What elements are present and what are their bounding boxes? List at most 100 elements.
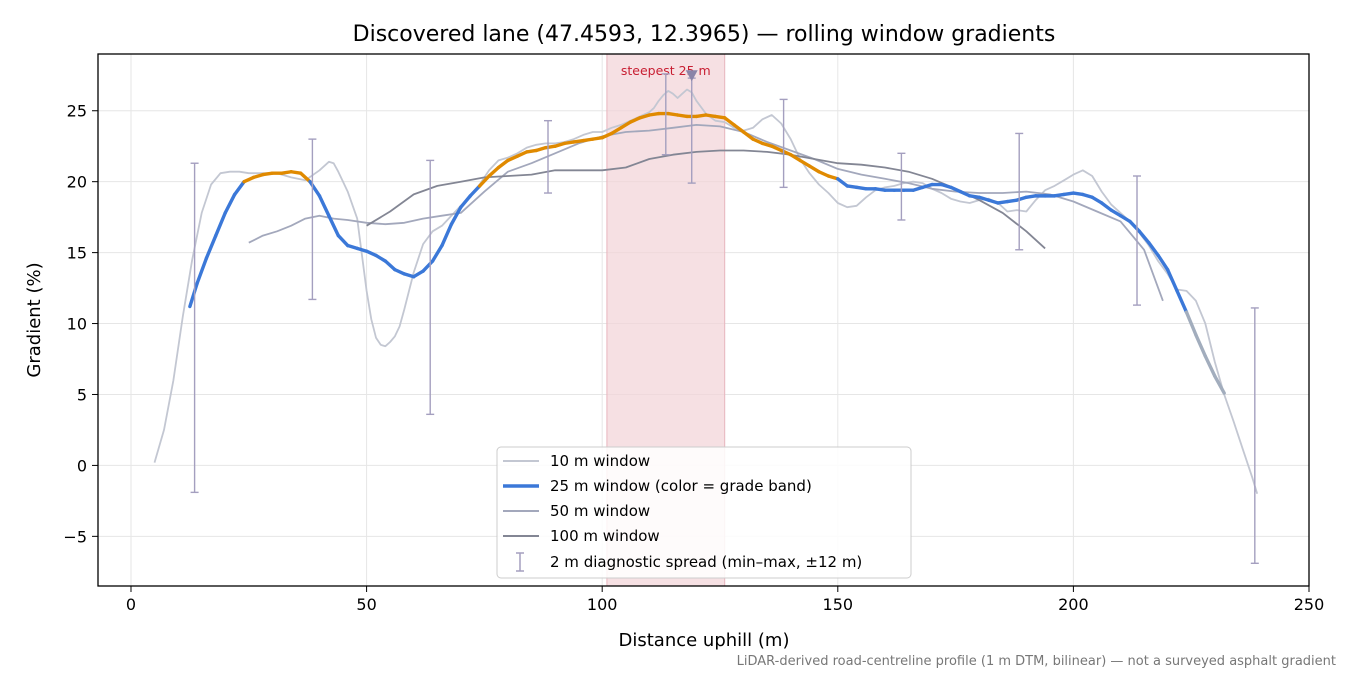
errorbar (426, 159, 435, 416)
series-segment-25m-window (1109, 208, 1123, 218)
x-tick-label: 150 (823, 595, 854, 614)
chart-title: Discovered lane (47.4593, 12.3965) — rol… (353, 22, 1056, 47)
y-tick-label: 20 (67, 173, 87, 192)
series-segment-25m-window (364, 249, 378, 258)
series-segment-25m-window (949, 185, 963, 194)
series-segment-25m-window (807, 164, 821, 174)
series-segment-25m-window (600, 131, 614, 140)
series-line-100m-window (366, 149, 1046, 250)
steepest-marker-layer (685, 70, 698, 82)
series-segment-25m-window (515, 150, 529, 158)
series-segment-25m-window (958, 189, 972, 198)
series-segment-25m-window (1090, 195, 1104, 205)
legend: 10 m window 25 m window (color = grade b… (496, 446, 912, 579)
legend-box (496, 446, 912, 579)
series-segment-25m-window (242, 175, 256, 184)
y-tick-label: 15 (67, 244, 87, 263)
x-tick-label: 200 (1058, 595, 1089, 614)
series-segment-25m-window (214, 211, 227, 238)
series-segment-25m-window (788, 153, 802, 163)
errorbar (190, 162, 199, 494)
series-segment-25m-window (609, 126, 623, 136)
series-segment-25m-window (383, 259, 397, 272)
series-segment-25m-window (1184, 310, 1198, 337)
y-tick-label: −5 (63, 527, 87, 546)
series-segment-25m-window (477, 174, 491, 188)
series-line-50m-window (248, 124, 1164, 302)
x-tick-label: 100 (587, 595, 618, 614)
series-segment-25m-window (506, 154, 520, 163)
series-segment-25m-window (1147, 240, 1160, 258)
series-segment-25m-window (336, 233, 350, 248)
y-axis-label: Gradient (%) (24, 262, 45, 377)
series-segment-25m-window (459, 194, 472, 209)
series-segment-25m-window (779, 148, 793, 157)
y-tick-label: 25 (67, 102, 87, 121)
series-segment-25m-window (393, 267, 406, 276)
series-segment-25m-window (1175, 289, 1189, 314)
legend-label-100m: 100 m window (550, 527, 660, 545)
series-segment-25m-window (421, 259, 435, 273)
errorbar (544, 119, 553, 194)
series-segment-25m-window (1165, 267, 1179, 293)
errorbar (308, 138, 317, 301)
series-segment-25m-window (223, 192, 237, 215)
series-segment-25m-window (308, 179, 322, 198)
series-segment-25m-window (1194, 333, 1208, 358)
y-tick-label: 10 (67, 315, 87, 334)
series-segment-25m-window (327, 214, 341, 238)
series-segment-25m-window (487, 165, 501, 178)
x-axis-label: Distance uphill (m) (619, 630, 790, 651)
plot-frame (97, 53, 1310, 587)
errorbar (779, 98, 788, 189)
y-tick-label: 0 (77, 456, 87, 475)
series-segment-25m-window (1137, 229, 1151, 245)
series-segment-25m-window (232, 179, 246, 197)
series-segment-25m-window (188, 282, 199, 309)
y-tick-label: 5 (77, 385, 87, 404)
errorbar (1250, 307, 1259, 565)
legend-label-errorbar: 2 m diagnostic spread (min–max, ±12 m) (550, 553, 862, 571)
chart-caption: LiDAR-derived road-centreline profile (1… (737, 654, 1336, 669)
series-segment-25m-window (1203, 354, 1217, 378)
series-segment-25m-window (204, 233, 218, 260)
errorbar (1015, 132, 1024, 251)
errorbar (897, 152, 906, 221)
steepest-marker (685, 70, 698, 82)
series-segment-25m-window (628, 116, 642, 124)
legend-label-10m: 10 m window (550, 452, 650, 470)
axis-ticks: 0 50 100 150 200 250 −5 0 5 10 15 20 25 (63, 102, 1324, 614)
series-segment-25m-window (449, 205, 463, 226)
series-segment-25m-window (1128, 219, 1142, 234)
series-segment-25m-window (496, 158, 510, 170)
series-segment-25m-window (817, 170, 831, 178)
series-segment-25m-window (741, 130, 755, 141)
series-segment-25m-window (430, 243, 444, 263)
series-segment-25m-window (195, 256, 209, 286)
x-tick-label: 0 (126, 595, 136, 614)
series-segment-25m-window (468, 184, 482, 198)
legend-label-50m: 50 m window (550, 502, 650, 520)
series-line-10m-window (153, 88, 1259, 495)
series-segment-25m-window (1213, 374, 1226, 395)
errorbar-layer (190, 73, 1259, 565)
series-segment-25m-window (732, 123, 746, 134)
series-segment-25m-window (770, 144, 783, 153)
x-tick-label: 50 (356, 595, 376, 614)
errorbar (661, 73, 670, 156)
series-segment-25m-window (619, 120, 633, 130)
x-tick-label: 250 (1294, 595, 1325, 614)
legend-label-25m: 25 m window (color = grade band) (550, 477, 812, 495)
errorbar (1133, 175, 1142, 306)
series-layer (153, 88, 1259, 495)
series-segment-25m-window (374, 253, 388, 263)
series-segment-25m-window (1156, 253, 1170, 272)
series-segment-25m-window (317, 194, 331, 218)
series-segment-25m-window (440, 222, 454, 248)
series-segment-25m-window (1099, 201, 1113, 212)
series-segment-25m-window (798, 158, 812, 168)
series-segment-25m-window (298, 171, 312, 184)
series-segment-25m-window (723, 116, 736, 127)
series-segment-25m-window (836, 177, 849, 188)
